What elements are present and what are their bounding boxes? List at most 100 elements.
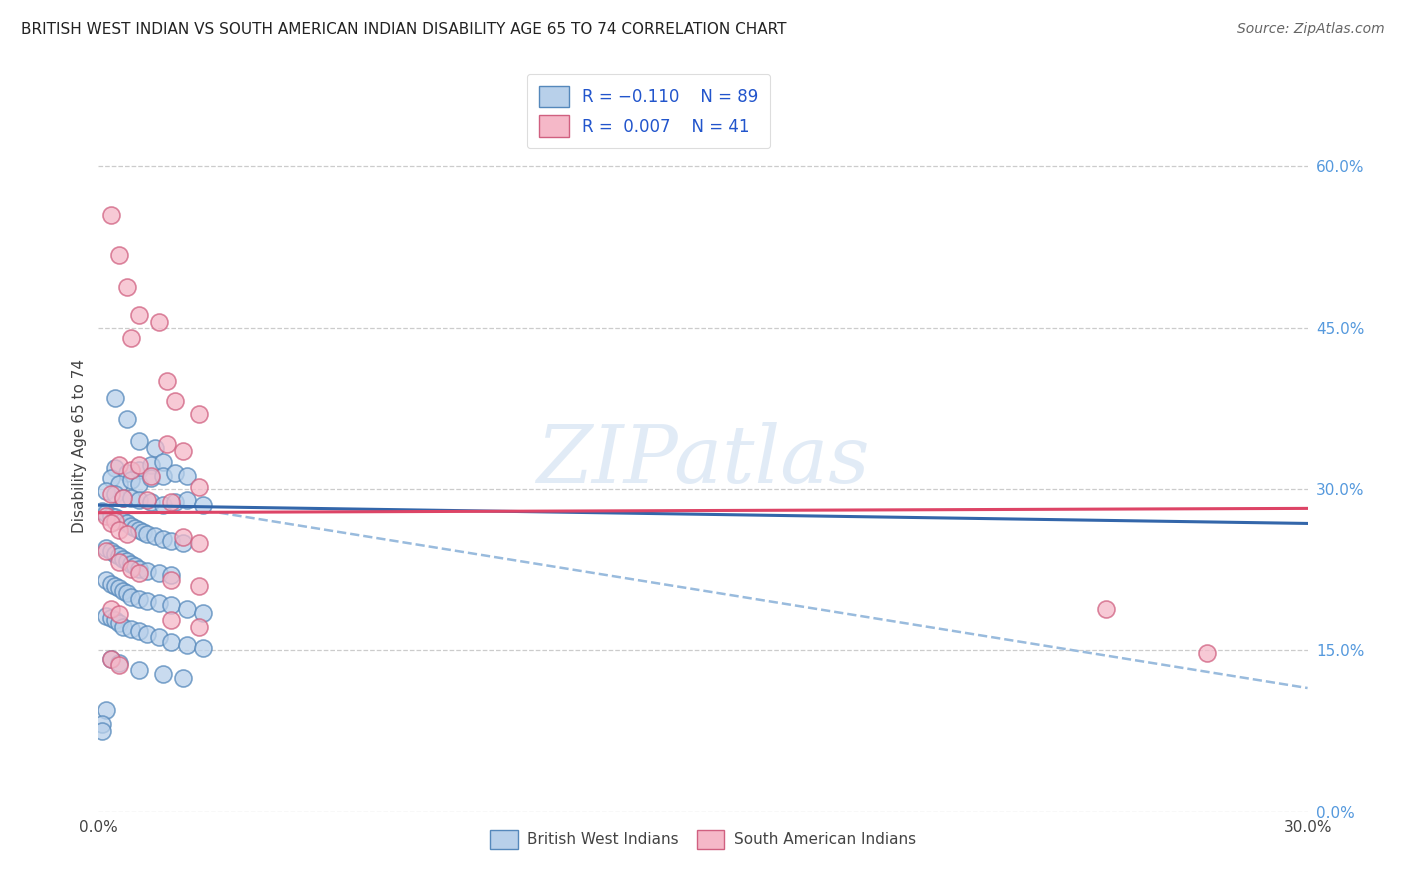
Point <box>128 523 150 537</box>
Text: BRITISH WEST INDIAN VS SOUTH AMERICAN INDIAN DISABILITY AGE 65 TO 74 CORRELATION: BRITISH WEST INDIAN VS SOUTH AMERICAN IN… <box>21 22 786 37</box>
Point <box>100 611 122 625</box>
Point <box>100 208 122 222</box>
Point <box>103 613 125 627</box>
Point <box>152 498 174 512</box>
Point <box>135 492 157 507</box>
Point <box>124 559 146 574</box>
Point <box>128 624 150 638</box>
Point <box>193 641 215 656</box>
Point <box>115 554 138 568</box>
Point <box>172 530 194 544</box>
Point <box>120 590 142 604</box>
Point <box>176 492 198 507</box>
Point <box>103 579 125 593</box>
Text: ZIPatlas: ZIPatlas <box>536 422 870 500</box>
Point <box>193 606 215 620</box>
Point <box>107 476 129 491</box>
Point <box>1095 602 1118 616</box>
Point <box>115 516 138 531</box>
Point <box>188 579 211 593</box>
Point <box>152 532 174 546</box>
Point <box>152 469 174 483</box>
Point <box>96 541 118 556</box>
Point <box>160 495 183 509</box>
Point <box>100 576 122 591</box>
Point <box>193 498 215 512</box>
Point <box>91 724 114 739</box>
Point <box>100 487 122 501</box>
Y-axis label: Disability Age 65 to 74: Disability Age 65 to 74 <box>72 359 87 533</box>
Point <box>139 458 162 473</box>
Point <box>188 620 211 634</box>
Point <box>107 616 129 631</box>
Point <box>163 393 186 408</box>
Point <box>160 533 183 548</box>
Point <box>128 663 150 677</box>
Point <box>111 584 134 599</box>
Point <box>156 375 179 389</box>
Point <box>107 607 129 621</box>
Point <box>107 555 129 569</box>
Point <box>128 308 150 322</box>
Point <box>96 544 118 558</box>
Point <box>143 441 166 455</box>
Point <box>100 652 122 666</box>
Point <box>176 602 198 616</box>
Point <box>103 510 125 524</box>
Point <box>160 613 183 627</box>
Point <box>107 581 129 595</box>
Point <box>111 491 134 505</box>
Point <box>120 331 142 345</box>
Point <box>115 527 138 541</box>
Point <box>100 602 122 616</box>
Point <box>160 568 183 582</box>
Point <box>120 463 142 477</box>
Point <box>96 508 118 523</box>
Point <box>172 444 194 458</box>
Point <box>120 622 142 636</box>
Point <box>115 586 138 600</box>
Point <box>115 466 138 480</box>
Point <box>107 512 129 526</box>
Point <box>188 407 211 421</box>
Point <box>160 574 183 588</box>
Point <box>128 434 150 448</box>
Point <box>152 455 174 469</box>
Point <box>111 620 134 634</box>
Point <box>128 591 150 606</box>
Point <box>96 506 118 520</box>
Point <box>148 596 170 610</box>
Point <box>139 469 162 483</box>
Point <box>135 627 157 641</box>
Point <box>152 667 174 681</box>
Point <box>91 716 114 731</box>
Point <box>103 487 125 501</box>
Point <box>163 495 186 509</box>
Point <box>160 598 183 612</box>
Point <box>163 466 186 480</box>
Point <box>107 549 129 563</box>
Point <box>124 521 146 535</box>
Point <box>100 544 122 558</box>
Point <box>107 657 129 671</box>
Point <box>176 638 198 652</box>
Point <box>156 437 179 451</box>
Point <box>135 594 157 608</box>
Point <box>128 566 150 580</box>
Point <box>139 471 162 485</box>
Point <box>107 658 129 673</box>
Point <box>132 524 155 539</box>
Point <box>188 480 211 494</box>
Point <box>139 495 162 509</box>
Point <box>96 574 118 588</box>
Point <box>148 631 170 645</box>
Point <box>1195 646 1218 660</box>
Point <box>107 523 129 537</box>
Point <box>120 561 142 575</box>
Point <box>172 536 194 550</box>
Point <box>115 412 138 426</box>
Point <box>176 469 198 483</box>
Point <box>128 492 150 507</box>
Point <box>103 514 125 528</box>
Point <box>96 484 118 499</box>
